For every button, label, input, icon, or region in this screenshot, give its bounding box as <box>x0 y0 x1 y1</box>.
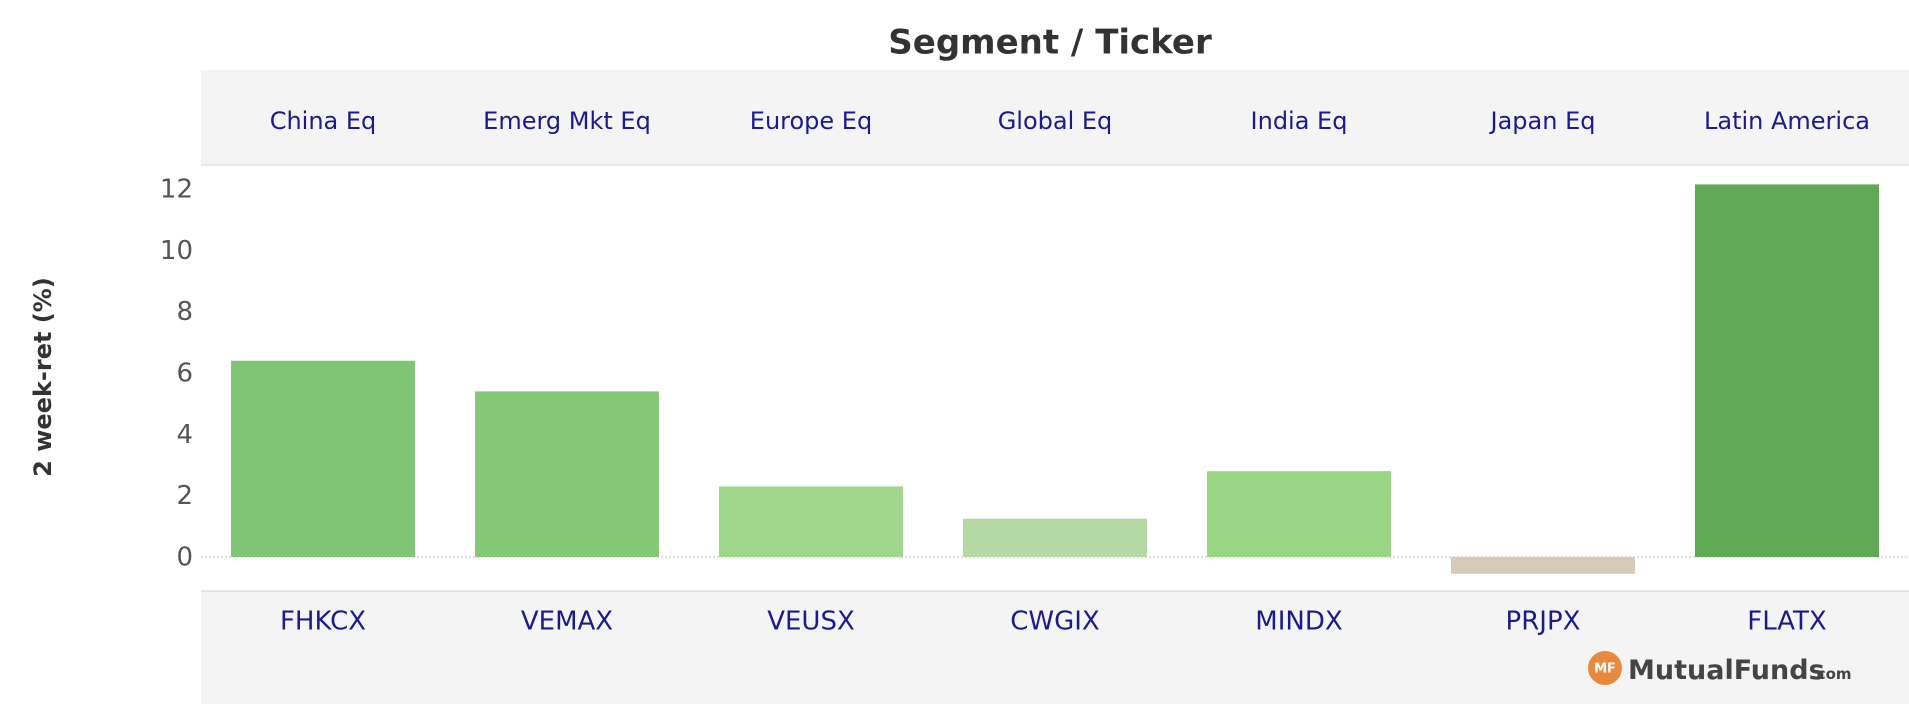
y-tick-label: 0 <box>176 543 193 573</box>
segment-label: India Eq <box>1251 107 1348 135</box>
segment-label: Japan Eq <box>1489 107 1596 135</box>
ticker-label: CWGIX <box>1010 607 1100 637</box>
y-axis-label: 2 week-ret (%) <box>29 277 57 477</box>
y-tick-label: 4 <box>176 420 193 450</box>
ticker-label: VEUSX <box>767 607 855 637</box>
ticker-label: MINDX <box>1255 607 1342 637</box>
y-tick-label: 12 <box>160 175 193 205</box>
ticker-label: PRJPX <box>1506 607 1581 637</box>
segment-label: China Eq <box>270 107 377 135</box>
logo-name: MutualFunds <box>1628 655 1825 686</box>
logo-suffix: .com <box>1811 665 1852 683</box>
segment-label: Europe Eq <box>750 107 872 135</box>
bar-flatx <box>1695 184 1879 557</box>
bar-mindx <box>1207 471 1391 557</box>
logo-badge-text: MF <box>1594 662 1616 677</box>
ticker-band <box>201 591 1909 704</box>
y-tick-label: 10 <box>160 236 193 266</box>
y-axis-ticks: 0 2 4 6 8 10 12 <box>160 175 193 573</box>
y-tick-label: 2 <box>176 481 193 511</box>
segment-header-band <box>201 70 1909 165</box>
y-tick-label: 8 <box>176 297 193 327</box>
segment-label: Global Eq <box>998 107 1113 135</box>
segment-label: Emerg Mkt Eq <box>483 107 651 135</box>
mutualfunds-logo: MF MutualFunds .com <box>1588 651 1852 686</box>
ticker-label: FHKCX <box>280 607 366 637</box>
bar-prjpx <box>1451 557 1635 574</box>
bar-vemax <box>475 391 659 557</box>
bar-fhkcx <box>231 360 415 557</box>
bar-cwgix <box>963 518 1147 557</box>
segment-label: Latin America <box>1704 107 1870 135</box>
segment-labels: China Eq Emerg Mkt Eq Europe Eq Global Eq In… <box>270 107 1870 135</box>
logo-badge-circle <box>1588 651 1622 685</box>
ticker-labels: FHKCX VEMAX VEUSX CWGIX MINDX PRJPX FLATX <box>280 607 1827 637</box>
chart-title: Segment / Ticker <box>888 23 1212 63</box>
ticker-label: FLATX <box>1747 607 1827 637</box>
bar-veusx <box>719 486 903 557</box>
bars <box>231 184 1879 574</box>
y-tick-label: 6 <box>176 359 193 389</box>
ticker-label: VEMAX <box>521 607 613 637</box>
